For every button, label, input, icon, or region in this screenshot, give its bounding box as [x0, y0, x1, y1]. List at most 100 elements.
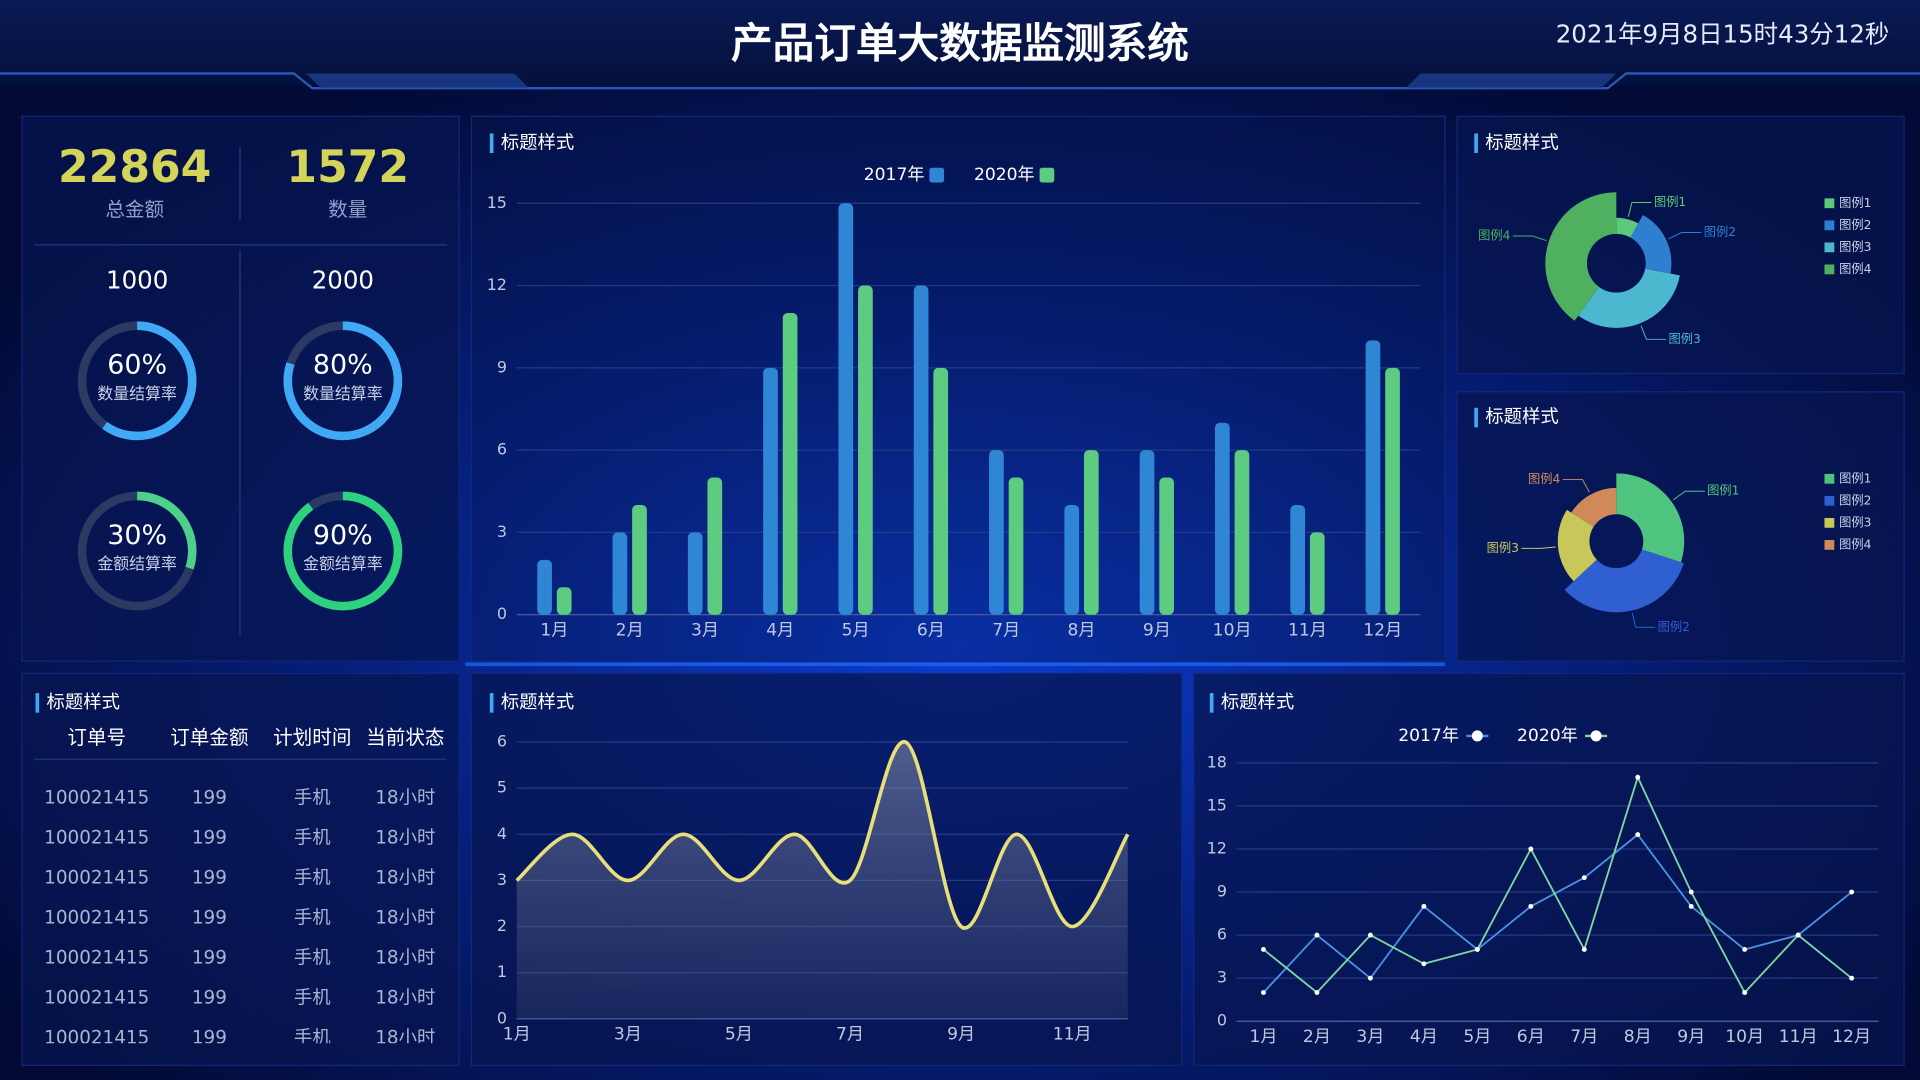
- title-marker: [1474, 133, 1478, 154]
- ring-label: 数量结算率: [97, 384, 177, 403]
- header-border: [0, 72, 1920, 90]
- y-tick-label: 0: [1217, 1011, 1227, 1030]
- legend-label: 图例3: [1839, 515, 1871, 529]
- x-tick-label: 3月: [1356, 1027, 1384, 1047]
- x-tick-label: 12月: [1363, 621, 1402, 641]
- ring-value: 60%: [107, 350, 167, 381]
- title-marker: [35, 693, 40, 713]
- point: [1367, 975, 1373, 981]
- table-cell: 100021415: [44, 988, 149, 1009]
- point: [1314, 932, 1320, 938]
- leader-line: [1562, 478, 1590, 493]
- bar: [1234, 450, 1250, 615]
- leader-line: [1631, 612, 1656, 628]
- y-tick-label: 18: [1207, 752, 1227, 771]
- table-cell: 手机: [294, 787, 331, 808]
- x-tick-label: 3月: [691, 621, 719, 641]
- table-cell: 18小时: [375, 787, 435, 808]
- y-tick-label: 4: [497, 824, 507, 843]
- point: [1367, 932, 1373, 938]
- table-cell: 18小时: [375, 867, 435, 888]
- pie-slice: [1578, 268, 1680, 328]
- ring-label: 数量结算率: [303, 384, 383, 403]
- title-marker: [489, 693, 494, 713]
- x-tick-label: 4月: [1410, 1027, 1438, 1047]
- slice-label: 图例1: [1707, 484, 1739, 498]
- ring-value: 90%: [313, 520, 373, 551]
- table-body: 100021415 199 手机 18小时 100021415 199 手机 18小时 1000…: [44, 787, 435, 1049]
- x-tick-label: 12月: [1832, 1027, 1871, 1047]
- pie-slice: [1557, 509, 1597, 582]
- y-tick-label: 15: [1207, 795, 1227, 814]
- legend-swatch: [1824, 198, 1835, 209]
- bar: [687, 532, 703, 615]
- pie-slice: [1630, 214, 1672, 274]
- legend-label: 2017年: [864, 165, 925, 185]
- bar: [537, 559, 552, 615]
- bar: [933, 367, 949, 615]
- x-tick-label: 7月: [836, 1025, 864, 1045]
- legend-swatch: [1824, 517, 1835, 528]
- bar: [1083, 450, 1099, 615]
- bar: [858, 285, 873, 615]
- x-tick-label: 4月: [766, 621, 794, 641]
- panel-title: 标题样式: [501, 692, 574, 713]
- legend-label: 2020年: [1517, 726, 1578, 746]
- bar: [1365, 340, 1381, 615]
- x-tick-label: 10月: [1213, 621, 1252, 641]
- panel-title: 标题样式: [1221, 692, 1294, 713]
- legend-swatch: [1824, 495, 1835, 506]
- ring-arc: [283, 321, 403, 441]
- slice-label: 图例1: [1654, 195, 1686, 209]
- point: [1688, 903, 1694, 909]
- ring-arc: [77, 491, 197, 611]
- point: [1795, 932, 1801, 938]
- table-cell: 199: [192, 1028, 227, 1049]
- table-cell: 手机: [294, 1028, 331, 1049]
- table-cell: 100021415: [44, 948, 149, 969]
- table-cell: 100021415: [44, 1028, 149, 1049]
- stat-label: 数量: [328, 198, 367, 221]
- point: [1314, 990, 1320, 995]
- legend-swatch: [1824, 540, 1835, 550]
- table-cell: 手机: [294, 948, 331, 969]
- legend-label: 图例1: [1839, 196, 1871, 210]
- ring-value: 30%: [107, 520, 167, 551]
- panel-title: 标题样式: [1485, 132, 1558, 153]
- pie-slice: [1545, 192, 1617, 321]
- table-cell: 199: [192, 787, 227, 808]
- legend-label: 图例1: [1839, 471, 1871, 485]
- legend-swatch: [1824, 242, 1835, 253]
- point: [1635, 774, 1641, 780]
- slice-label: 图例4: [1478, 229, 1510, 243]
- x-tick-label: 11月: [1053, 1025, 1092, 1045]
- bar: [838, 203, 854, 615]
- bar: [763, 367, 778, 615]
- table-cell: 199: [192, 907, 227, 928]
- x-tick-label: 11月: [1288, 621, 1327, 641]
- column-header: 订单号: [67, 726, 126, 749]
- panel: [21, 672, 460, 1066]
- column-header: 当前状态: [366, 726, 444, 749]
- leader-line: [1668, 232, 1702, 240]
- bar: [1008, 477, 1024, 615]
- pie-slice: [1616, 217, 1639, 238]
- x-tick-label: 9月: [1677, 1027, 1705, 1047]
- line: [1262, 833, 1853, 994]
- legend-label: 图例4: [1839, 537, 1871, 551]
- y-tick-label: 15: [487, 193, 507, 212]
- bar: [1215, 422, 1230, 615]
- point: [1849, 889, 1855, 895]
- point: [1421, 903, 1427, 909]
- table-cell: 18小时: [375, 907, 435, 928]
- panel: [1193, 672, 1905, 1066]
- stat-label: 总金额: [105, 198, 164, 221]
- x-tick-label: 6月: [917, 621, 945, 641]
- table-cell: 100021415: [44, 827, 149, 848]
- legend-swatch: [1039, 167, 1055, 183]
- x-tick-label: 11月: [1779, 1027, 1818, 1047]
- x-tick-label: 3月: [614, 1025, 642, 1045]
- y-tick-label: 12: [487, 275, 507, 294]
- point: [1261, 947, 1266, 952]
